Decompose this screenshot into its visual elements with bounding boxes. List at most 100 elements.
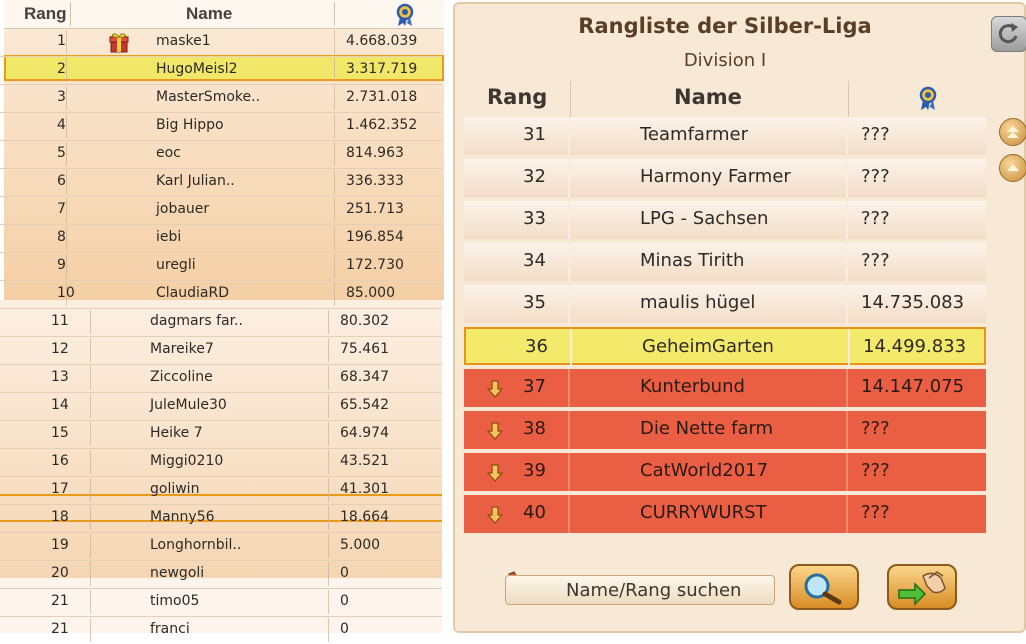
row-name: Ziccoline bbox=[150, 369, 213, 385]
table-row[interactable]: 1 maske1 4.668.039 bbox=[0, 28, 446, 56]
league-row[interactable]: 34 Minas Tirith??? bbox=[464, 243, 986, 281]
league-row-rank: 40 bbox=[523, 502, 546, 523]
table-row[interactable]: 8 iebi 196.854 bbox=[0, 224, 446, 252]
row-rank: 21 bbox=[51, 593, 69, 609]
bottom-band bbox=[0, 578, 442, 633]
row-divider bbox=[0, 336, 442, 337]
league-row[interactable]: 40 CURRYWURST??? bbox=[464, 495, 986, 533]
row-name: Mareike7 bbox=[150, 341, 214, 357]
header-rank: Rang bbox=[24, 4, 67, 23]
league-row-score: 14.147.075 bbox=[861, 376, 965, 397]
row-divider bbox=[0, 84, 442, 85]
league-row[interactable]: 37 Kunterbund 14.147.075 bbox=[464, 369, 986, 407]
row-name: maske1 bbox=[156, 33, 211, 49]
row-rank: 17 bbox=[51, 481, 69, 497]
row-divider bbox=[0, 168, 442, 169]
scroll-up-button[interactable] bbox=[999, 154, 1026, 182]
table-row[interactable]: 20 newgoli 0 bbox=[0, 560, 446, 588]
table-row[interactable]: 7 jobauer 251.713 bbox=[0, 196, 446, 224]
down-arrow-icon bbox=[486, 506, 504, 524]
league-row-rank: 38 bbox=[523, 418, 546, 439]
row-name: jobauer bbox=[156, 201, 210, 217]
row-score: 0 bbox=[340, 565, 349, 581]
row-score: 75.461 bbox=[340, 341, 389, 357]
league-row-name: Harmony Farmer bbox=[640, 166, 791, 187]
row-rank: 3 bbox=[57, 89, 66, 105]
league-title: Rangliste der Silber-Liga bbox=[578, 14, 872, 38]
row-divider bbox=[0, 364, 442, 365]
league-row[interactable]: 39 CatWorld2017??? bbox=[464, 453, 986, 491]
table-row[interactable]: 13 Ziccoline 68.347 bbox=[0, 364, 446, 392]
row-name: MasterSmoke.. bbox=[156, 89, 261, 105]
league-panel: Rangliste der Silber-Liga Division I Ran… bbox=[453, 2, 1026, 633]
row-name: Miggi0210 bbox=[150, 453, 224, 469]
table-row[interactable]: 11 dagmars far.. 80.302 bbox=[0, 308, 446, 336]
down-arrow-icon bbox=[486, 422, 504, 440]
row-divider bbox=[0, 252, 442, 253]
row-score: 0 bbox=[340, 621, 349, 637]
row-name: dagmars far.. bbox=[150, 313, 243, 329]
row-rank: 9 bbox=[57, 257, 66, 273]
row-rank: 1 bbox=[57, 33, 66, 49]
table-row[interactable]: 2 HugoMeisl2 3.317.719 bbox=[0, 56, 446, 84]
row-name: JuleMule30 bbox=[150, 397, 227, 413]
table-row[interactable]: 21 franci 0 bbox=[0, 616, 446, 644]
table-row[interactable]: 3 MasterSmoke.. 2.731.018 bbox=[0, 84, 446, 112]
row-name: newgoli bbox=[150, 565, 205, 581]
row-score: 18.664 bbox=[340, 509, 389, 525]
search-input[interactable]: Name/Rang suchen bbox=[505, 575, 775, 605]
league-header-rank: Rang bbox=[487, 85, 548, 109]
table-row[interactable]: 12 Mareike7 75.461 bbox=[0, 336, 446, 364]
league-row[interactable]: 38 Die Nette farm??? bbox=[464, 411, 986, 449]
table-row[interactable]: 9 uregli 172.730 bbox=[0, 252, 446, 280]
row-divider bbox=[0, 420, 442, 421]
row-name: Longhornbil.. bbox=[150, 537, 242, 553]
search-button[interactable] bbox=[789, 564, 859, 610]
table-row[interactable]: 19 Longhornbil.. 5.000 bbox=[0, 532, 446, 560]
table-row[interactable]: 5 eoc 814.963 bbox=[0, 140, 446, 168]
row-rank: 4 bbox=[57, 117, 66, 133]
league-row-rank: 31 bbox=[523, 124, 546, 145]
row-divider bbox=[0, 560, 442, 561]
league-row[interactable]: 32 Harmony Farmer??? bbox=[464, 159, 986, 197]
table-row[interactable]: 16 Miggi0210 43.521 bbox=[0, 448, 446, 476]
league-row-name: maulis hügel bbox=[640, 292, 756, 313]
row-divider bbox=[0, 112, 442, 113]
row-score: 43.521 bbox=[340, 453, 389, 469]
reload-icon bbox=[998, 23, 1018, 44]
row-score: 4.668.039 bbox=[346, 33, 418, 49]
row-rank: 7 bbox=[57, 201, 66, 217]
league-row-name: Kunterbund bbox=[640, 376, 745, 397]
row-rank: 21 bbox=[51, 621, 69, 637]
league-row-rank: 35 bbox=[523, 292, 546, 313]
division-label: Division I bbox=[683, 50, 767, 71]
league-table-header: Rang Name bbox=[464, 79, 986, 119]
league-row[interactable]: 31 Teamfarmer??? bbox=[464, 117, 986, 155]
table-row[interactable]: 14 JuleMule30 65.542 bbox=[0, 392, 446, 420]
switch-league-button[interactable] bbox=[887, 564, 957, 610]
table-row[interactable]: 4 Big Hippo 1.462.352 bbox=[0, 112, 446, 140]
league-row-score: ??? bbox=[861, 418, 890, 439]
league-row-score: 14.735.083 bbox=[861, 292, 965, 313]
league-row-rank: 33 bbox=[523, 208, 546, 229]
league-row[interactable]: 33 LPG - Sachsen??? bbox=[464, 201, 986, 239]
scroll-top-button[interactable] bbox=[999, 118, 1026, 146]
row-score: 85.000 bbox=[346, 285, 395, 301]
league-row-rank: 32 bbox=[523, 166, 546, 187]
table-row[interactable]: 6 Karl Julian.. 336.333 bbox=[0, 168, 446, 196]
table-row[interactable]: 15 Heike 7 64.974 bbox=[0, 420, 446, 448]
table-row[interactable]: 17 goliwin 41.301 bbox=[0, 476, 446, 504]
row-divider bbox=[0, 476, 442, 477]
league-row[interactable]: 35 maulis hügel 14.735.083 bbox=[464, 285, 986, 323]
reload-button[interactable] bbox=[991, 16, 1026, 52]
row-divider bbox=[0, 140, 442, 141]
row-rank: 19 bbox=[51, 537, 69, 553]
table-row[interactable]: 21 timo05 0 bbox=[0, 588, 446, 616]
league-row[interactable]: 36 GeheimGarten 14.499.833 bbox=[464, 327, 986, 367]
league-row-name: Minas Tirith bbox=[640, 250, 745, 271]
league-row-score: ??? bbox=[861, 502, 890, 523]
down-arrow-icon bbox=[486, 380, 504, 398]
table-row[interactable]: 18 Manny56 18.664 bbox=[0, 504, 446, 532]
row-rank: 20 bbox=[51, 565, 69, 581]
table-row[interactable]: 10 ClaudiaRD 85.000 bbox=[0, 280, 446, 308]
